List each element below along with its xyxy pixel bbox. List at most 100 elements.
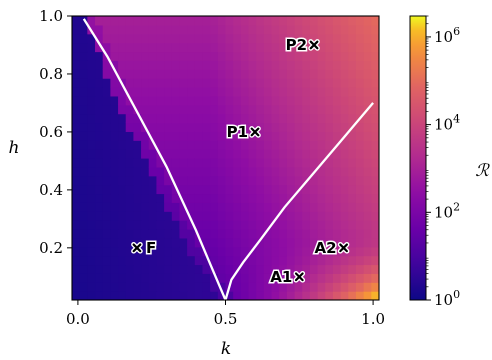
- heatmap-cell: [233, 282, 242, 292]
- heatmap-cell: [194, 87, 204, 97]
- heatmap-cell: [118, 95, 127, 106]
- heatmap-cell: [187, 140, 196, 150]
- heatmap-cell: [371, 202, 379, 212]
- heatmap-cell: [141, 104, 150, 115]
- heatmap-cell: [279, 24, 288, 35]
- heatmap-cell: [225, 202, 234, 212]
- heatmap-cell: [133, 60, 142, 70]
- heatmap-cell: [102, 202, 111, 212]
- heatmap-cell: [348, 291, 357, 300]
- heatmap-cell: [156, 69, 165, 79]
- heatmap-cell: [156, 24, 165, 35]
- heatmap-cell: [256, 42, 265, 53]
- heatmap-cell: [279, 291, 288, 300]
- heatmap-cell: [286, 211, 296, 221]
- heatmap-cell: [256, 51, 265, 61]
- heatmap-cell: [271, 24, 280, 35]
- heatmap-cell: [286, 69, 296, 79]
- heatmap-cell: [95, 51, 104, 61]
- heatmap-cell: [363, 33, 372, 44]
- heatmap-cell: [79, 264, 88, 274]
- heatmap-cell: [171, 202, 181, 212]
- heatmap-cell: [217, 264, 227, 274]
- heatmap-cell: [156, 202, 165, 212]
- heatmap-cell: [233, 149, 242, 159]
- heatmap-cell: [340, 158, 349, 168]
- heatmap-cell: [164, 175, 173, 186]
- heatmap-cell: [95, 184, 104, 195]
- point-label: F: [146, 239, 156, 257]
- heatmap-cell: [279, 193, 288, 203]
- heatmap-cell: [256, 113, 265, 124]
- heatmap-cell: [79, 237, 88, 248]
- heatmap-cell: [317, 229, 326, 239]
- heatmap-cell: [256, 16, 265, 26]
- heatmap-cell: [164, 87, 173, 97]
- heatmap-cell: [156, 122, 165, 132]
- heatmap-cell: [79, 246, 88, 257]
- heatmap-cell: [79, 211, 88, 221]
- heatmap-cell: [271, 202, 280, 212]
- heatmap-cell: [187, 291, 196, 300]
- heatmap-cell: [102, 264, 111, 274]
- heatmap-cell: [233, 193, 242, 203]
- heatmap-cell: [256, 87, 265, 97]
- heatmap-cell: [210, 149, 219, 159]
- heatmap-cell: [141, 166, 150, 177]
- heatmap-cell: [72, 175, 81, 186]
- heatmap-cell: [363, 202, 372, 212]
- heatmap-cell: [210, 237, 219, 248]
- heatmap-cell: [210, 193, 219, 203]
- heatmap-cell: [317, 78, 326, 88]
- heatmap-cell: [217, 42, 227, 53]
- heatmap-cell: [171, 291, 181, 300]
- heatmap-cell: [133, 264, 142, 274]
- heatmap-cell: [286, 78, 296, 88]
- heatmap-cell: [263, 122, 273, 132]
- heatmap-cell: [125, 16, 134, 26]
- heatmap-cell: [263, 220, 273, 230]
- heatmap-cell: [194, 166, 204, 177]
- heatmap-cell: [133, 87, 142, 97]
- heatmap-cell: [317, 131, 326, 141]
- heatmap-cell: [355, 229, 365, 239]
- heatmap-cell: [248, 113, 257, 124]
- heatmap-cell: [110, 149, 119, 159]
- heatmap-cell: [233, 87, 242, 97]
- heatmap-cell: [156, 33, 165, 44]
- heatmap-cell: [87, 229, 96, 239]
- heatmap-cell: [102, 42, 111, 53]
- heatmap-cell: [217, 246, 227, 257]
- heatmap-cell: [118, 246, 127, 257]
- point-a2: A2: [313, 237, 350, 258]
- heatmap-cell: [263, 42, 273, 53]
- heatmap-cell: [325, 246, 334, 257]
- heatmap-cell: [332, 60, 342, 70]
- heatmap-cell: [348, 104, 357, 115]
- heatmap-cell: [348, 60, 357, 70]
- heatmap-cell: [164, 104, 173, 115]
- heatmap-cell: [325, 87, 334, 97]
- heatmap-cell: [355, 255, 365, 266]
- heatmap-cell: [294, 140, 303, 150]
- heatmap-cell: [286, 291, 296, 300]
- heatmap-cell: [164, 255, 173, 266]
- heatmap-cell: [118, 16, 127, 26]
- heatmap-cell: [210, 246, 219, 257]
- heatmap-cell: [317, 16, 326, 26]
- heatmap-cell: [171, 42, 181, 53]
- heatmap-cell: [302, 291, 311, 300]
- heatmap-cell: [148, 175, 158, 186]
- heatmap-cell: [125, 24, 134, 35]
- heatmap-cell: [332, 87, 342, 97]
- heatmap-cell: [309, 282, 319, 292]
- heatmap-cell: [233, 202, 242, 212]
- heatmap-cell: [156, 16, 165, 26]
- heatmap-cell: [256, 60, 265, 70]
- heatmap-cell: [332, 42, 342, 53]
- heatmap-cell: [72, 95, 81, 106]
- heatmap-cell: [317, 282, 326, 292]
- heatmap-cell: [348, 229, 357, 239]
- phase-boundary-curve-2: [224, 102, 374, 300]
- heatmap-cell: [355, 237, 365, 248]
